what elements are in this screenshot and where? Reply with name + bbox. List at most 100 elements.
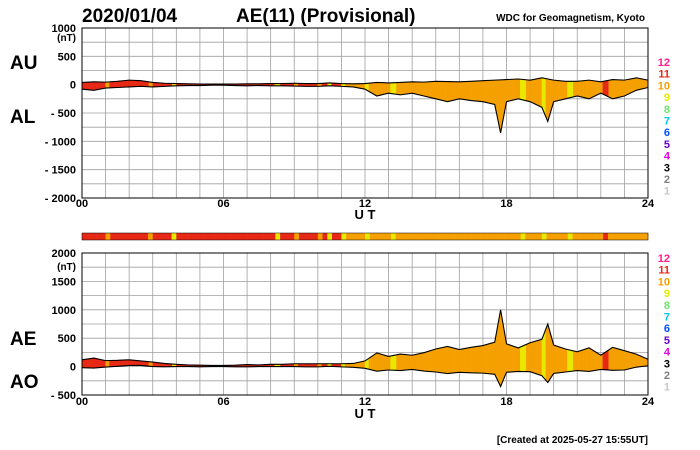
area-fill-segment xyxy=(555,345,558,374)
area-fill-segment xyxy=(119,80,122,88)
area-fill-segment xyxy=(582,348,586,372)
area-fill-segment xyxy=(394,82,397,95)
area-fill-segment xyxy=(596,81,600,96)
station-bar-segment xyxy=(244,233,248,240)
station-bar-segment xyxy=(162,233,165,240)
station-bar-segment xyxy=(277,233,281,240)
station-bar-segment xyxy=(518,233,521,240)
station-bar-segment xyxy=(152,233,156,240)
station-bar-segment xyxy=(636,233,639,240)
station-bar-segment xyxy=(237,233,241,240)
area-fill-segment xyxy=(402,354,405,371)
area-fill-segment xyxy=(606,349,609,371)
area-fill-segment xyxy=(95,358,98,369)
station-bar-segment xyxy=(539,233,543,240)
legend-count-1: 1 xyxy=(664,186,670,198)
station-bar-segment xyxy=(584,233,587,240)
area-fill-segment xyxy=(620,79,623,98)
station-bar-segment xyxy=(261,233,264,240)
area-fill-segment xyxy=(406,81,409,95)
area-fill-segment xyxy=(484,80,488,103)
area-fill-segment xyxy=(514,346,517,372)
x-tick-label: 24 xyxy=(642,396,655,408)
area-fill-segment xyxy=(616,348,619,371)
area-fill-segment xyxy=(140,80,144,87)
area-fill-segment xyxy=(476,80,480,102)
legend-count-6: 6 xyxy=(664,323,670,335)
area-fill-segment xyxy=(592,349,596,372)
station-bar-segment xyxy=(593,233,597,240)
station-bar-segment xyxy=(506,233,510,240)
station-bar-segment xyxy=(157,233,161,240)
area-fill-segment xyxy=(457,81,460,100)
area-fill-segment xyxy=(105,360,108,368)
area-fill-segment xyxy=(449,346,452,374)
y-tick-label: - 1500 xyxy=(45,165,76,177)
area-fill-segment xyxy=(480,80,484,102)
area-fill-segment xyxy=(83,358,87,369)
station-bar-segment xyxy=(612,233,616,240)
area-fill-segment xyxy=(463,81,466,100)
area-fill-segment xyxy=(533,340,537,374)
station-bar-segment xyxy=(287,233,290,240)
legend-count-11: 11 xyxy=(658,265,670,277)
area-fill-segment xyxy=(586,347,590,372)
station-bar-segment xyxy=(242,233,246,240)
station-bar-segment xyxy=(459,233,462,240)
area-fill-segment xyxy=(468,347,472,374)
station-bar-segment xyxy=(589,233,592,240)
area-fill-segment xyxy=(410,81,413,94)
area-fill-segment xyxy=(518,78,521,100)
area-fill-segment xyxy=(632,352,635,369)
area-fill-segment xyxy=(398,353,401,371)
station-bar-segment xyxy=(251,233,255,240)
station-bar-segment xyxy=(475,233,479,240)
area-fill-segment xyxy=(567,349,570,372)
area-fill-segment xyxy=(553,79,556,102)
side-label-ae: AE xyxy=(10,329,36,350)
station-bar-segment xyxy=(449,233,453,240)
area-fill-segment xyxy=(639,355,643,367)
area-fill-segment xyxy=(109,81,112,89)
station-bar-segment xyxy=(270,233,274,240)
station-bar-segment xyxy=(282,233,286,240)
station-bar-segment xyxy=(640,233,644,240)
area-fill-segment xyxy=(370,355,374,371)
station-bar-segment xyxy=(567,233,571,240)
area-fill-segment xyxy=(508,344,511,373)
station-bar-segment xyxy=(355,233,359,240)
area-fill-segment xyxy=(535,78,539,106)
station-bar-segment xyxy=(315,233,319,240)
area-fill-segment xyxy=(480,345,484,374)
area-fill-segment xyxy=(614,347,617,371)
area-fill-segment xyxy=(130,359,134,366)
area-fill-segment xyxy=(138,80,142,87)
area-fill-segment xyxy=(425,81,429,98)
area-fill-segment xyxy=(134,80,138,87)
station-bar-segment xyxy=(466,233,470,240)
station-bar-frame xyxy=(81,232,649,241)
station-bar-segment xyxy=(136,233,139,240)
station-bar-segment xyxy=(84,233,88,240)
station-bar-segment xyxy=(395,233,399,240)
area-fill-segment xyxy=(463,348,466,373)
chart-title: AE(11) (Provisional) xyxy=(236,6,416,27)
area-fill-segment xyxy=(451,347,454,374)
area-fill-segment xyxy=(510,344,513,373)
area-fill-segment xyxy=(577,350,580,371)
area-fill-segment xyxy=(600,353,603,370)
station-bar-segment xyxy=(374,233,378,240)
station-bar-segment xyxy=(218,233,222,240)
area-fill-segment xyxy=(390,355,393,371)
area-fill-segment xyxy=(543,329,547,381)
area-fill-segment xyxy=(590,348,594,372)
unit-label-top: (nT) xyxy=(57,33,76,44)
station-bar-segment xyxy=(133,233,137,240)
station-bar-segment xyxy=(275,233,279,240)
station-bar-segment xyxy=(294,233,297,240)
area-fill-segment xyxy=(429,81,433,99)
area-fill-segment xyxy=(113,81,116,88)
area-fill-segment xyxy=(125,359,128,366)
area-fill-segment xyxy=(411,81,415,94)
area-fill-segment xyxy=(413,81,417,95)
